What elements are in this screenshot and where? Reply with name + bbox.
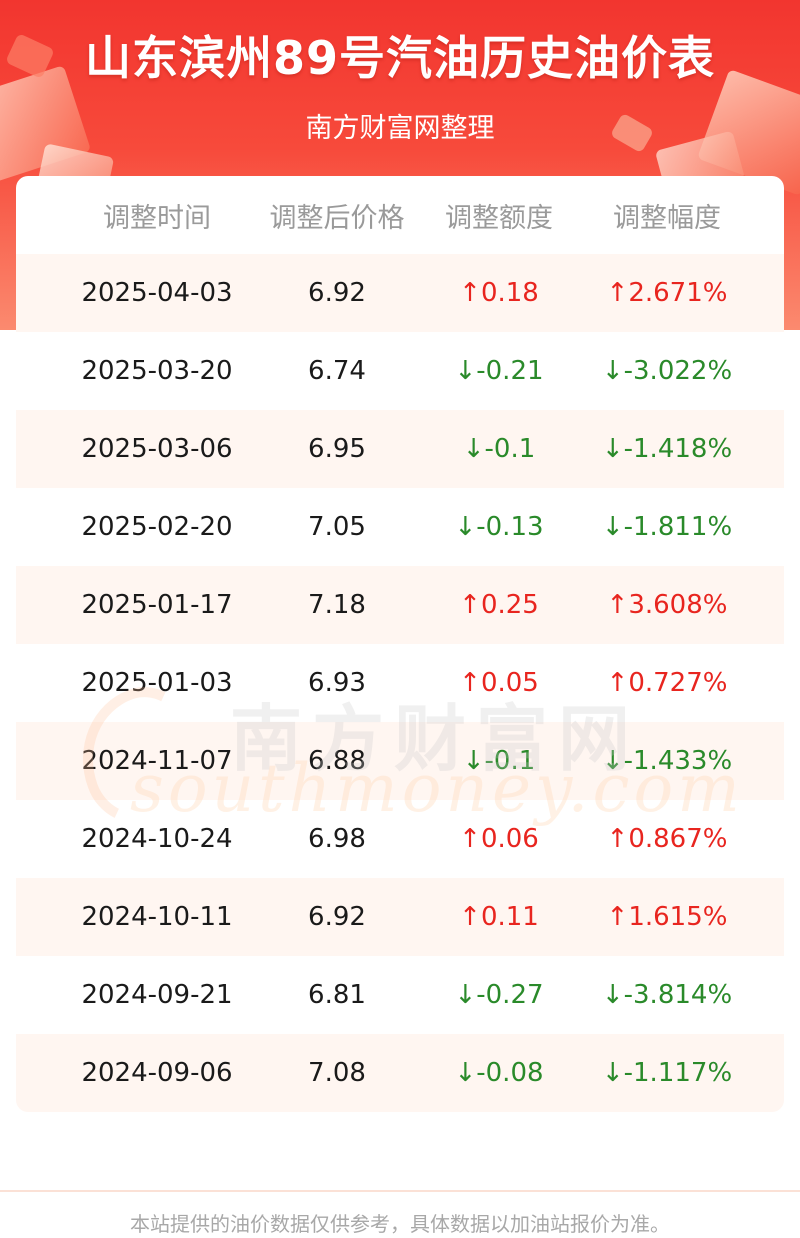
cell-price: 6.98: [308, 824, 366, 854]
cell-price: 7.05: [308, 512, 366, 542]
cell-amount: ↓-0.13: [454, 512, 544, 542]
column-header-percent: 调整幅度: [613, 202, 721, 234]
table-row: 2024-11-07 6.88 ↓-0.1 ↓-1.433%: [16, 722, 784, 800]
cell-amount: ↑0.25: [459, 590, 539, 620]
table-row: 2025-01-03 6.93 ↑0.05 ↑0.727%: [16, 644, 784, 722]
cell-amount: ↑0.11: [459, 902, 539, 932]
table-row: 2024-10-24 6.98 ↑0.06 ↑0.867%: [16, 800, 784, 878]
page-title: 山东滨州89号汽油历史油价表: [84, 31, 715, 85]
footer-note: 本站提供的油价数据仅供参考，具体数据以加油站报价为准。: [130, 1212, 670, 1236]
cell-amount: ↓-0.1: [462, 434, 536, 464]
cell-price: 6.95: [308, 434, 366, 464]
cell-percent: ↓-1.811%: [601, 512, 733, 542]
table-row: 2025-03-06 6.95 ↓-0.1 ↓-1.418%: [16, 410, 784, 488]
column-header-amount: 调整额度: [445, 202, 553, 234]
cell-price: 6.93: [308, 668, 366, 698]
cell-date: 2025-03-20: [81, 356, 233, 386]
table-row: 2024-09-06 7.08 ↓-0.08 ↓-1.117%: [16, 1034, 784, 1112]
cell-date: 2025-03-06: [81, 434, 233, 464]
cell-percent: ↑0.727%: [606, 668, 728, 698]
table-header-row: 调整时间 调整后价格 调整额度 调整幅度: [16, 176, 784, 254]
cell-date: 2025-02-20: [81, 512, 233, 542]
page-subtitle: 南方财富网整理: [305, 113, 495, 144]
column-header-price: 调整后价格: [269, 202, 405, 234]
table-row: 2025-04-03 6.92 ↑0.18 ↑2.671%: [16, 254, 784, 332]
cell-percent: ↓-1.433%: [601, 746, 733, 776]
table-row: 2025-02-20 7.05 ↓-0.13 ↓-1.811%: [16, 488, 784, 566]
table-row: 2024-10-11 6.92 ↑0.11 ↑1.615%: [16, 878, 784, 956]
cell-price: 6.92: [308, 278, 366, 308]
cell-price: 7.08: [308, 1058, 366, 1088]
cell-percent: ↓-1.418%: [601, 434, 733, 464]
cell-date: 2024-11-07: [81, 746, 233, 776]
cell-percent: ↑1.615%: [606, 902, 728, 932]
table-row: 2025-03-20 6.74 ↓-0.21 ↓-3.022%: [16, 332, 784, 410]
cell-percent: ↑2.671%: [606, 278, 728, 308]
cell-amount: ↓-0.27: [454, 980, 544, 1010]
cell-date: 2025-01-17: [81, 590, 233, 620]
cell-price: 6.92: [308, 902, 366, 932]
price-table: 调整时间 调整后价格 调整额度 调整幅度 2025-04-03 6.92 ↑0.18…: [16, 176, 784, 1112]
cell-date: 2024-10-11: [81, 902, 233, 932]
cell-amount: ↓-0.08: [454, 1058, 544, 1088]
cell-date: 2024-09-21: [81, 980, 233, 1010]
cell-date: 2025-04-03: [81, 278, 233, 308]
cell-amount: ↑0.05: [459, 668, 539, 698]
cell-date: 2024-10-24: [81, 824, 233, 854]
cell-amount: ↓-0.21: [454, 356, 544, 386]
cell-date: 2025-01-03: [81, 668, 233, 698]
cell-percent: ↓-1.117%: [601, 1058, 733, 1088]
cell-date: 2024-09-06: [81, 1058, 233, 1088]
cell-price: 6.74: [308, 356, 366, 386]
cell-percent: ↑3.608%: [606, 590, 728, 620]
column-header-date: 调整时间: [103, 202, 211, 234]
cell-amount: ↓-0.1: [462, 746, 536, 776]
cell-price: 6.88: [308, 746, 366, 776]
cell-percent: ↓-3.022%: [601, 356, 733, 386]
cell-percent: ↓-3.814%: [601, 980, 733, 1010]
cell-amount: ↑0.06: [459, 824, 539, 854]
cell-price: 7.18: [308, 590, 366, 620]
cell-amount: ↑0.18: [459, 278, 539, 308]
cell-price: 6.81: [308, 980, 366, 1010]
footer-divider: [0, 1190, 800, 1192]
table-row: 2024-09-21 6.81 ↓-0.27 ↓-3.814%: [16, 956, 784, 1034]
cell-percent: ↑0.867%: [606, 824, 728, 854]
table-row: 2025-01-17 7.18 ↑0.25 ↑3.608%: [16, 566, 784, 644]
